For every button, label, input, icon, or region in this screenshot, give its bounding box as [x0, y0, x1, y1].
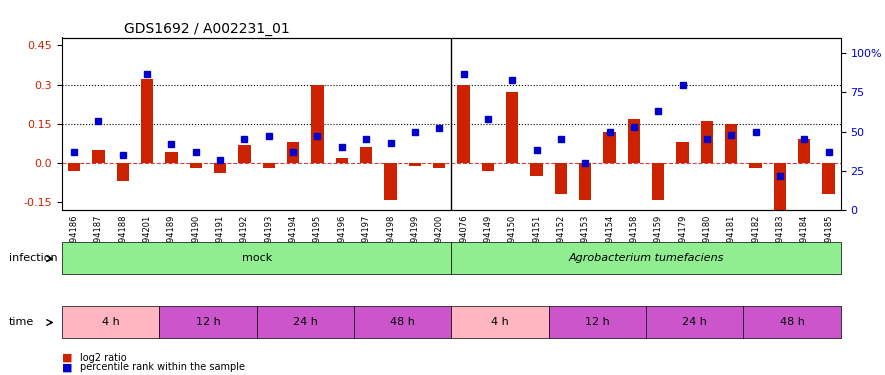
Text: 12 h: 12 h	[585, 316, 610, 327]
Bar	[117, 163, 129, 181]
Bar	[68, 163, 81, 171]
Bar	[287, 142, 299, 163]
Text: 24 h: 24 h	[293, 316, 318, 327]
Bar	[141, 80, 153, 163]
Text: percentile rank within the sample: percentile rank within the sample	[80, 363, 244, 372]
Bar	[506, 92, 519, 163]
Bar	[725, 124, 737, 163]
Bar	[238, 145, 250, 163]
Text: ■: ■	[62, 363, 73, 372]
Bar	[409, 163, 421, 166]
Bar	[360, 147, 373, 163]
Bar	[555, 163, 567, 194]
Bar	[165, 153, 178, 163]
Text: 48 h: 48 h	[780, 316, 804, 327]
Text: log2 ratio: log2 ratio	[80, 353, 127, 363]
Bar	[214, 163, 227, 173]
Bar	[773, 163, 786, 220]
Text: Agrobacterium tumefaciens: Agrobacterium tumefaciens	[568, 253, 724, 263]
Bar	[822, 163, 835, 194]
Bar	[579, 163, 591, 200]
Text: ■: ■	[62, 353, 73, 363]
Bar	[335, 158, 348, 163]
Text: 12 h: 12 h	[196, 316, 220, 327]
Bar	[458, 84, 470, 163]
Text: GDS1692 / A002231_01: GDS1692 / A002231_01	[124, 22, 290, 36]
Text: 24 h: 24 h	[682, 316, 707, 327]
Text: 4 h: 4 h	[102, 316, 119, 327]
Bar	[530, 163, 543, 176]
Bar	[384, 163, 396, 200]
Text: time: time	[9, 316, 35, 327]
Bar	[604, 132, 616, 163]
Bar	[481, 163, 494, 171]
Bar	[798, 140, 811, 163]
Bar	[701, 121, 713, 163]
Bar	[189, 163, 202, 168]
Text: mock: mock	[242, 253, 272, 263]
Bar	[92, 150, 104, 163]
Text: 48 h: 48 h	[390, 316, 415, 327]
Text: 4 h: 4 h	[491, 316, 509, 327]
Bar	[627, 118, 640, 163]
Bar	[263, 163, 275, 168]
Bar	[676, 142, 689, 163]
Bar	[433, 163, 445, 168]
Text: infection: infection	[9, 253, 58, 263]
Bar	[312, 84, 324, 163]
Bar	[750, 163, 762, 168]
Bar	[652, 163, 665, 200]
